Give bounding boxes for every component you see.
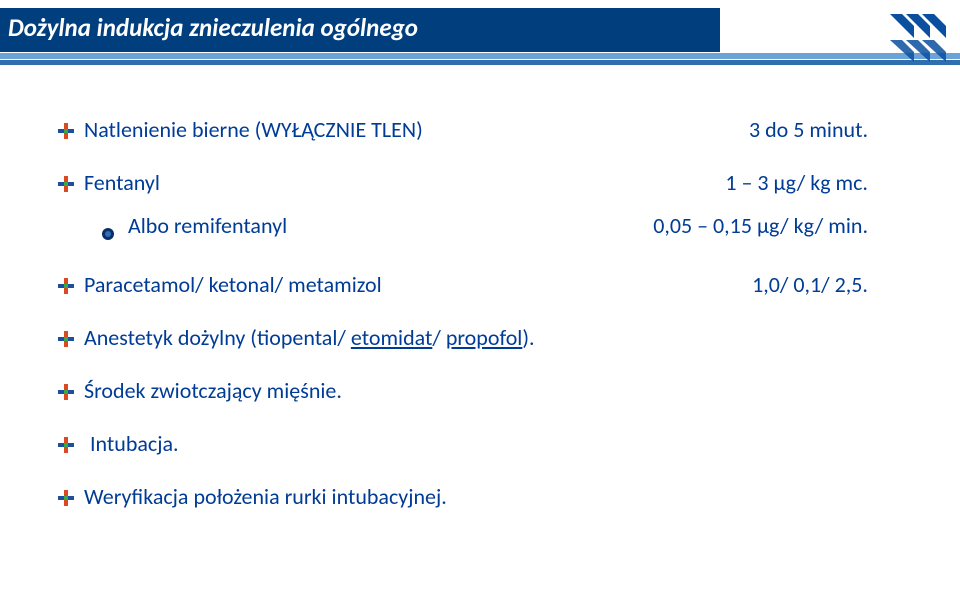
- item-label: Środek zwiotczający mięśnie.: [84, 373, 342, 408]
- plus-icon: [58, 269, 84, 304]
- plus-icon: [58, 481, 84, 516]
- list-item: Paracetamol/ ketonal/ metamizol 1,0/ 0,1…: [58, 267, 908, 304]
- text-segment: ).: [522, 324, 534, 351]
- text-segment: /: [432, 324, 445, 351]
- item-value: 1 – 3 μg/ kg mc.: [725, 165, 908, 200]
- item-label: Intubacja.: [90, 426, 179, 461]
- list-item: Anestetyk dożylny (tiopental/ etomidat/ …: [58, 320, 908, 357]
- accent-stripe-mid: [0, 60, 960, 65]
- item-label: Paracetamol/ ketonal/ metamizol: [84, 267, 382, 302]
- plus-icon: [58, 428, 84, 463]
- plus-icon: [58, 167, 84, 202]
- plus-icon: [58, 114, 84, 149]
- underlined-text: etomidat: [351, 324, 432, 351]
- item-value: 0,05 – 0,15 μg/ kg/ min.: [653, 208, 908, 243]
- item-value: 3 do 5 minut.: [749, 112, 908, 147]
- list-item: Fentanyl 1 – 3 μg/ kg mc.: [58, 165, 908, 202]
- list-item: Intubacja.: [58, 426, 908, 463]
- title-bar: Dożylna indukcja znieczulenia ogólnego: [0, 8, 960, 56]
- item-label: Natlenienie bierne (WYŁĄCZNIE TLEN): [84, 112, 423, 147]
- list-sub-item: Albo remifentanyl 0,05 – 0,15 μg/ kg/ mi…: [58, 208, 908, 250]
- item-label: Weryfikacja położenia rurki intubacyjnej…: [84, 479, 447, 514]
- dot-icon: [102, 215, 128, 250]
- item-label: Anestetyk dożylny (tiopental/ etomidat/ …: [84, 320, 535, 355]
- accent-stripe-light: [0, 53, 960, 59]
- text-segment: Anestetyk dożylny (tiopental/: [84, 324, 351, 351]
- item-label: Fentanyl: [84, 165, 160, 200]
- item-value: 1,0/ 0,1/ 2,5.: [752, 267, 908, 302]
- item-label: Albo remifentanyl: [128, 208, 287, 243]
- underlined-text: propofol: [446, 324, 523, 351]
- list-item: Natlenienie bierne (WYŁĄCZNIE TLEN) 3 do…: [58, 112, 908, 149]
- plus-icon: [58, 322, 84, 357]
- logo-icon: [884, 14, 948, 62]
- list-item: Weryfikacja położenia rurki intubacyjnej…: [58, 479, 908, 516]
- list-item: Środek zwiotczający mięśnie.: [58, 373, 908, 410]
- slide-title: Dożylna indukcja znieczulenia ogólnego: [8, 12, 418, 43]
- content-area: Natlenienie bierne (WYŁĄCZNIE TLEN) 3 do…: [58, 112, 908, 533]
- plus-icon: [58, 375, 84, 410]
